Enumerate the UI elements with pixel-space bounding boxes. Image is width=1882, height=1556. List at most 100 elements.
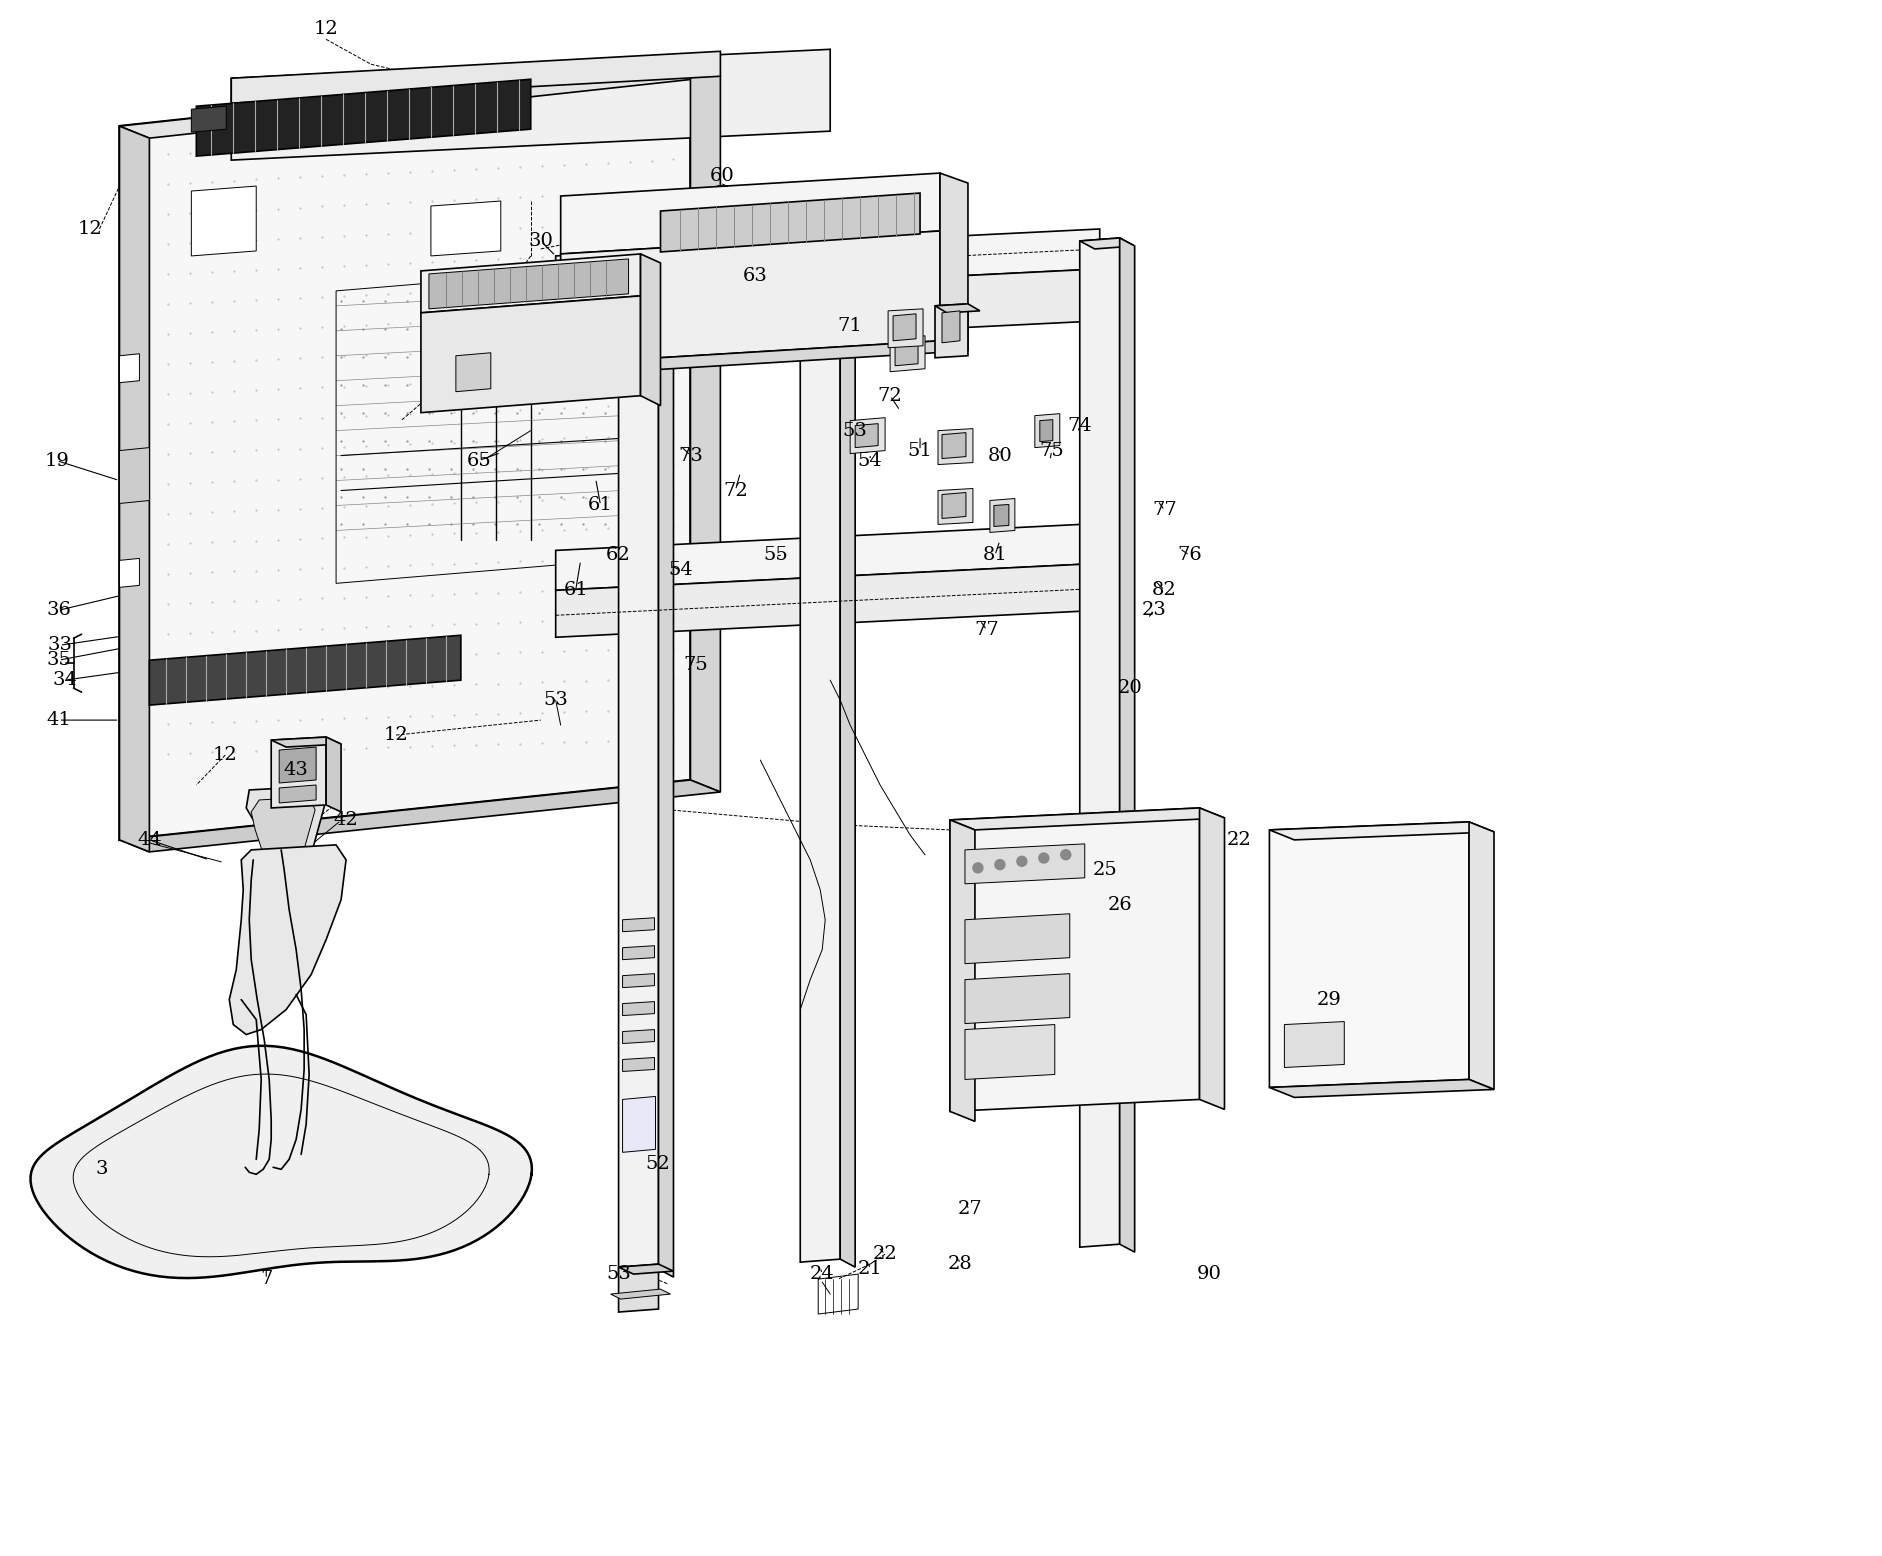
Polygon shape [119,780,721,851]
Polygon shape [555,269,1099,349]
Polygon shape [231,51,721,103]
Polygon shape [1035,414,1060,448]
Text: 22: 22 [873,1245,898,1263]
Text: 77: 77 [975,621,999,640]
Polygon shape [937,428,973,465]
Polygon shape [640,254,661,406]
Text: 52: 52 [646,1155,670,1173]
Text: 28: 28 [949,1256,973,1273]
Polygon shape [119,353,139,383]
Polygon shape [230,845,346,1035]
Polygon shape [431,201,501,255]
Polygon shape [839,240,854,1267]
Polygon shape [429,258,629,308]
Text: 76: 76 [1176,546,1203,565]
Text: 33: 33 [47,636,72,654]
Text: 82: 82 [1152,582,1176,599]
Polygon shape [192,106,226,132]
Polygon shape [937,489,973,524]
Polygon shape [192,187,256,255]
Text: 51: 51 [907,442,932,459]
Circle shape [1039,853,1048,864]
Text: 90: 90 [1197,1265,1221,1284]
Polygon shape [119,64,691,840]
Text: 12: 12 [314,20,339,39]
Polygon shape [965,913,1069,963]
Polygon shape [561,230,939,364]
Polygon shape [623,1097,655,1153]
Circle shape [973,864,982,873]
Polygon shape [196,79,531,156]
Polygon shape [619,1263,674,1274]
Text: 29: 29 [1317,991,1342,1008]
Text: 72: 72 [877,387,903,405]
Text: 36: 36 [47,601,72,619]
Polygon shape [1470,822,1494,1089]
Polygon shape [119,448,149,504]
Polygon shape [561,341,967,373]
Text: 73: 73 [678,447,702,465]
Polygon shape [965,1024,1054,1080]
Text: 75: 75 [683,657,708,674]
Polygon shape [231,50,830,160]
Polygon shape [1080,238,1120,1248]
Polygon shape [271,738,341,747]
Polygon shape [1284,1022,1344,1067]
Polygon shape [1080,238,1135,249]
Text: 19: 19 [43,451,70,470]
Polygon shape [30,1046,533,1277]
Polygon shape [800,240,854,251]
Text: 74: 74 [1067,417,1092,434]
Polygon shape [422,254,640,313]
Polygon shape [800,240,839,1262]
Polygon shape [623,1002,655,1016]
Text: 63: 63 [743,268,768,285]
Text: 24: 24 [809,1265,834,1284]
Text: 61: 61 [589,496,614,515]
Polygon shape [1120,238,1135,1253]
Polygon shape [965,843,1084,884]
Text: 75: 75 [1039,442,1063,459]
Text: 71: 71 [837,317,862,335]
Polygon shape [619,255,659,1273]
Circle shape [996,859,1005,870]
Polygon shape [1270,822,1494,840]
Text: 12: 12 [213,745,237,764]
Polygon shape [894,314,917,341]
Text: 53: 53 [606,1265,630,1284]
Text: 42: 42 [333,811,358,829]
Text: 54: 54 [668,562,693,579]
Text: 81: 81 [982,546,1007,565]
Text: 20: 20 [1118,678,1142,697]
Text: 21: 21 [858,1260,883,1277]
Text: 61: 61 [563,582,587,599]
Polygon shape [555,523,1099,590]
Text: 60: 60 [710,166,734,185]
Polygon shape [950,808,1225,829]
Polygon shape [943,311,960,342]
Polygon shape [271,738,326,808]
Polygon shape [610,1288,670,1299]
Text: 43: 43 [284,761,309,780]
Polygon shape [422,296,640,412]
Polygon shape [943,493,965,518]
Polygon shape [555,229,1099,296]
Polygon shape [691,64,721,792]
Text: 62: 62 [606,546,630,565]
Text: 7: 7 [260,1270,273,1288]
Text: 41: 41 [47,711,72,730]
Polygon shape [659,255,674,1277]
Polygon shape [247,786,326,930]
Polygon shape [890,336,926,372]
Polygon shape [623,974,655,988]
Polygon shape [896,342,918,366]
Polygon shape [149,635,461,705]
Polygon shape [1199,808,1225,1109]
Polygon shape [950,808,1199,1111]
Text: 80: 80 [988,447,1013,465]
Polygon shape [851,417,885,454]
Polygon shape [623,946,655,960]
Text: 65: 65 [467,451,491,470]
Text: 27: 27 [958,1200,982,1218]
Polygon shape [561,173,939,254]
